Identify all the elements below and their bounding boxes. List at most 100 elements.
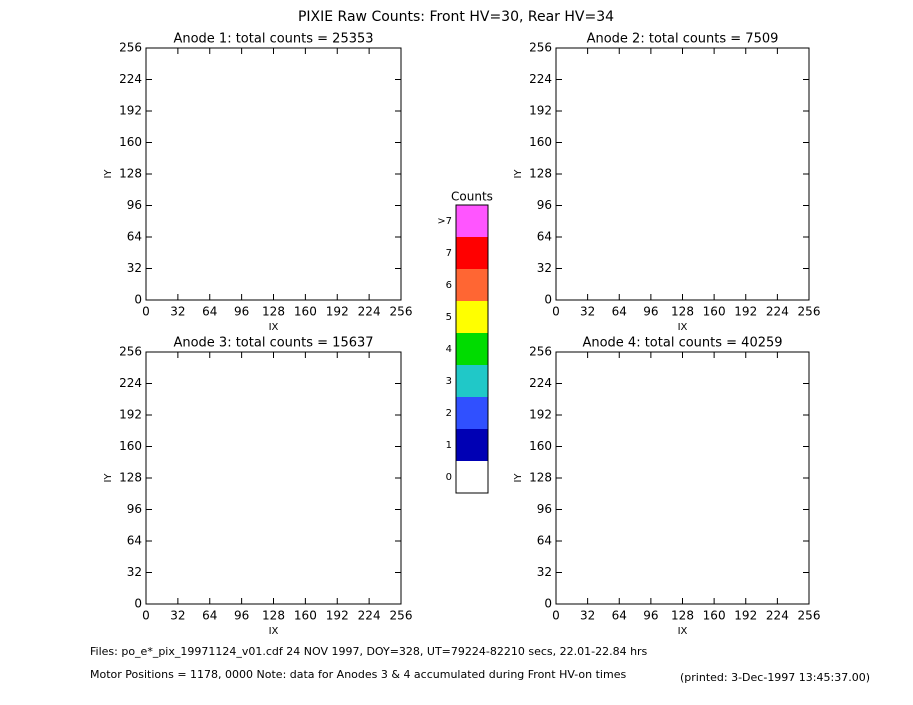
x-tick-label: 0	[142, 305, 150, 319]
x-tick-label: 64	[612, 305, 627, 319]
y-tick-label: 32	[537, 565, 552, 579]
x-tick-label: 96	[643, 305, 658, 319]
x-tick-label: 192	[326, 305, 349, 319]
x-tick-label: 64	[612, 609, 627, 623]
x-tick-label: 128	[671, 305, 694, 319]
y-tick-label: 64	[127, 534, 142, 548]
colorbar-swatch	[456, 461, 488, 493]
y-tick-label: 224	[119, 376, 142, 390]
x-axis-label: IX	[678, 322, 688, 333]
x-tick-label: 0	[552, 305, 560, 319]
x-tick-label: 256	[390, 609, 413, 623]
y-tick-label: 192	[119, 408, 142, 422]
y-tick-label: 32	[537, 261, 552, 275]
y-tick-label: 0	[134, 293, 142, 307]
x-tick-label: 160	[294, 609, 317, 623]
y-tick-label: 0	[544, 597, 552, 611]
y-tick-label: 64	[537, 534, 552, 548]
y-tick-label: 128	[529, 167, 552, 181]
x-tick-label: 96	[234, 305, 249, 319]
y-tick-label: 64	[127, 230, 142, 244]
footer-printed: (printed: 3-Dec-1997 13:45:37.00)	[680, 671, 870, 684]
x-tick-label: 256	[390, 305, 413, 319]
plot-frame	[145, 351, 402, 605]
x-tick-label: 32	[580, 305, 595, 319]
page-title: PIXIE Raw Counts: Front HV=30, Rear HV=3…	[298, 9, 614, 25]
y-tick-label: 64	[537, 230, 552, 244]
x-tick-label: 32	[170, 609, 185, 623]
y-tick-label: 96	[537, 198, 552, 212]
colorbar-label: 2	[446, 408, 452, 419]
y-tick-label: 256	[529, 41, 552, 55]
y-tick-label: 160	[529, 135, 552, 149]
y-tick-label: 96	[127, 198, 142, 212]
x-tick-label: 256	[798, 609, 821, 623]
x-tick-label: 160	[294, 305, 317, 319]
y-tick-label: 192	[119, 104, 142, 118]
y-tick-label: 96	[537, 502, 552, 516]
panel-title: Anode 2: total counts = 7509	[587, 32, 779, 47]
y-tick-label: 0	[544, 293, 552, 307]
x-tick-label: 96	[643, 609, 658, 623]
x-tick-label: 192	[734, 609, 757, 623]
colorbar-label: 1	[446, 440, 452, 451]
y-tick-label: 256	[119, 345, 142, 359]
y-tick-label: 160	[119, 439, 142, 453]
x-tick-label: 128	[262, 305, 285, 319]
y-tick-label: 32	[127, 565, 142, 579]
y-tick-label: 224	[529, 376, 552, 390]
x-tick-label: 256	[798, 305, 821, 319]
footer-files: Files: po_e*_pix_19971124_v01.cdf 24 NOV…	[90, 645, 648, 658]
colorbar-swatch	[456, 333, 488, 365]
colorbar-swatch	[456, 269, 488, 301]
y-axis-label: IY	[513, 169, 524, 179]
x-tick-label: 0	[552, 609, 560, 623]
x-tick-label: 128	[671, 609, 694, 623]
y-tick-label: 0	[134, 597, 142, 611]
colorbar-label: 3	[446, 376, 452, 387]
x-axis-label: IX	[678, 626, 688, 637]
colorbar-swatch	[456, 397, 488, 429]
x-tick-label: 224	[358, 305, 381, 319]
y-tick-label: 256	[119, 41, 142, 55]
y-tick-label: 96	[127, 502, 142, 516]
panel-title: Anode 3: total counts = 15637	[173, 336, 373, 351]
y-tick-label: 256	[529, 345, 552, 359]
x-tick-label: 224	[766, 305, 789, 319]
x-tick-label: 192	[326, 609, 349, 623]
plot-frame	[145, 47, 402, 301]
x-tick-label: 64	[202, 609, 217, 623]
y-axis-label: IY	[103, 473, 114, 483]
x-tick-label: 160	[703, 305, 726, 319]
colorbar-label: >7	[437, 216, 452, 227]
x-axis-label: IX	[269, 322, 279, 333]
x-tick-label: 64	[202, 305, 217, 319]
y-tick-label: 224	[119, 72, 142, 86]
colorbar-swatch	[456, 237, 488, 269]
y-tick-label: 192	[529, 104, 552, 118]
colorbar-swatch	[456, 429, 488, 461]
colorbar-title: Counts	[451, 190, 493, 204]
y-tick-label: 160	[529, 439, 552, 453]
x-tick-label: 128	[262, 609, 285, 623]
x-tick-label: 96	[234, 609, 249, 623]
panel-title: Anode 1: total counts = 25353	[173, 32, 373, 47]
x-axis-label: IX	[269, 626, 279, 637]
x-tick-label: 32	[170, 305, 185, 319]
y-tick-label: 128	[529, 471, 552, 485]
colorbar-label: 6	[446, 280, 452, 291]
colorbar-swatch	[456, 301, 488, 333]
y-tick-label: 32	[127, 261, 142, 275]
y-axis-label: IY	[513, 473, 524, 483]
footer-motor: Motor Positions = 1178, 0000 Note: data …	[90, 668, 626, 681]
x-tick-label: 224	[766, 609, 789, 623]
plot-frame	[555, 351, 810, 605]
plot-frame	[555, 47, 810, 301]
x-tick-label: 160	[703, 609, 726, 623]
y-tick-label: 128	[119, 167, 142, 181]
x-tick-label: 192	[734, 305, 757, 319]
colorbar-frame	[455, 204, 489, 494]
x-tick-label: 0	[142, 609, 150, 623]
y-tick-label: 224	[529, 72, 552, 86]
